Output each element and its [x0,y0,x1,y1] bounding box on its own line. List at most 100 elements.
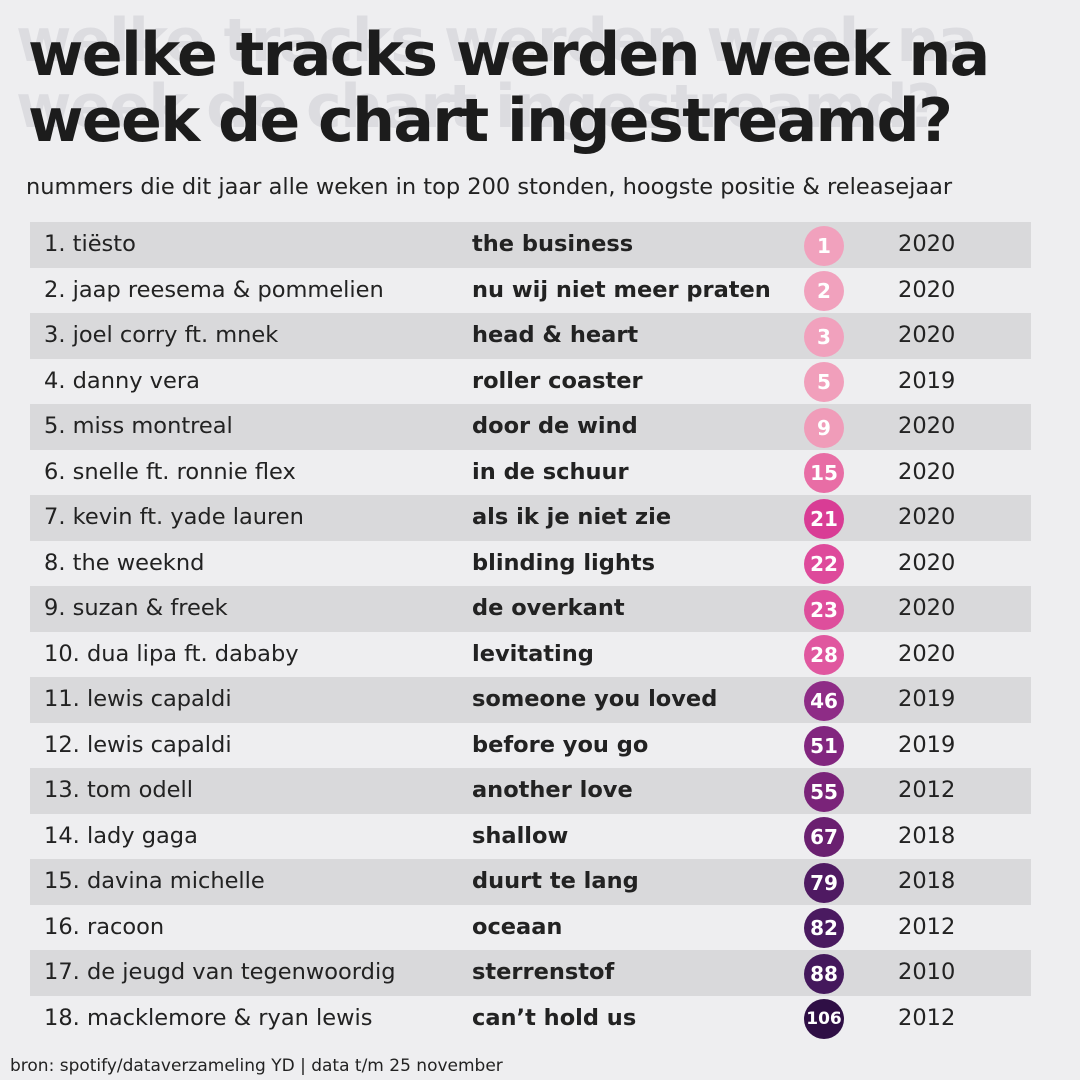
table-row: 7. kevin ft. yade lauren als ik je niet z… [30,495,1031,541]
peak-position-badge: 21 [804,498,844,539]
table-row: 8. the weeknd blinding lights 22 2020 [30,541,1031,587]
table-row: 10. dua lipa ft. dababy levitating 28 2020 [30,632,1031,678]
release-year-cell: 2020 [898,413,956,439]
track-cell: before you go [472,731,649,758]
table-row: 5. miss montreal door de wind 9 2020 [30,404,1031,450]
table-row: 18. macklemore & ryan lewis can’t hold us… [30,996,1031,1042]
table-row: 12. lewis capaldi before you go 51 2019 [30,723,1031,769]
peak-position-badge: 67 [804,817,844,857]
peak-position-badge: 106 [804,999,844,1039]
table-row: 2. jaap reesema & pommelien nu wij niet m… [30,268,1031,314]
release-year-cell: 2020 [898,549,956,576]
rank-number: 14. [44,822,80,849]
artist-cell: 8. the weeknd [44,541,204,587]
track-cell: can’t hold us [472,1004,637,1031]
rank-number: 8. [44,549,66,576]
peak-position-badge: 22 [804,544,844,584]
release-year-cell: 2020 [898,640,956,667]
table-row: 13. tom odell another love 55 2012 [30,768,1031,814]
title-line-2: week de chart ingestreamd? week de chart… [16,74,1068,156]
artist-name: the weeknd [72,549,205,576]
rank-number: 1. [44,231,66,257]
rank-number: 15. [44,868,80,894]
peak-position-badge: 46 [804,680,844,721]
peak-position-badge: 55 [804,771,844,812]
table-row: 15. davina michelle duurt te lang 79 2018 [30,859,1031,905]
rank-number: 17. [44,959,80,985]
track-cell: oceaan [472,913,563,940]
release-year-cell: 2018 [898,822,956,849]
release-year-cell: 2010 [898,959,956,985]
track-cell: shallow [472,822,569,849]
track-cell: someone you loved [472,686,718,712]
rank-number: 18. [44,1004,80,1031]
track-cell: levitating [472,640,594,667]
rank-number: 11. [44,686,80,712]
track-cell: door de wind [472,413,638,439]
artist-cell: 6. snelle ft. ronnie flex [44,450,296,496]
artist-cell: 3. joel corry ft. mnek [44,313,278,359]
artist-name: davina michelle [86,868,265,894]
artist-name: tiësto [72,231,136,257]
artist-cell: 5. miss montreal [44,404,233,450]
rank-number: 6. [44,458,66,485]
artist-name: danny vera [72,367,200,394]
track-cell: sterrenstof [472,959,615,985]
title-line-2-shadow: week de chart ingestreamd? [16,72,941,142]
artist-cell: 11. lewis capaldi [44,677,232,723]
peak-position-badge: 79 [804,862,844,903]
release-year-cell: 2012 [898,913,956,940]
rank-number: 12. [44,731,80,758]
track-cell: head & heart [472,322,639,348]
release-year-cell: 2019 [898,731,956,758]
release-year-cell: 2020 [898,458,956,485]
rank-number: 9. [44,595,66,621]
table-row: 17. de jeugd van tegenwoordig sterrenstof… [30,950,1031,996]
artist-cell: 16. racoon [44,905,164,951]
peak-position-badge: 82 [804,908,844,948]
release-year-cell: 2020 [898,231,956,257]
track-cell: in de schuur [472,458,629,485]
peak-position-badge: 23 [804,589,844,630]
release-year-cell: 2012 [898,777,956,803]
track-cell: blinding lights [472,549,656,576]
release-year-cell: 2019 [898,367,956,394]
release-year-cell: 2012 [898,1004,956,1031]
table-row: 6. snelle ft. ronnie flex in de schuur 15 2… [30,450,1031,496]
artist-name: miss montreal [72,413,233,439]
artist-cell: 18. macklemore & ryan lewis [44,996,373,1042]
artist-name: dua lipa ft. dababy [86,640,299,667]
artist-cell: 9. suzan & freek [44,586,228,632]
artist-cell: 12. lewis capaldi [44,723,232,769]
title-line-1-shadow: welke tracks werden week na [16,6,978,76]
release-year-cell: 2018 [898,868,956,894]
rank-number: 3. [44,322,66,348]
rank-number: 5. [44,413,66,439]
title-line-2-text: week de chart ingestreamd? [28,86,953,156]
track-cell: de overkant [472,595,625,621]
release-year-cell: 2020 [898,595,956,621]
subtitle: nummers die dit jaar alle weken in top 2… [26,174,953,200]
artist-cell: 15. davina michelle [44,859,265,905]
artist-name: kevin ft. yade lauren [72,504,304,530]
artist-name: snelle ft. ronnie flex [72,458,296,485]
peak-position-badge: 88 [804,953,844,994]
artist-cell: 17. de jeugd van tegenwoordig [44,950,395,996]
track-cell: the business [472,231,634,257]
rank-number: 16. [44,913,80,940]
track-cell: als ik je niet zie [472,504,672,530]
artist-name: racoon [86,913,165,940]
track-cell: nu wij niet meer praten [472,276,771,303]
peak-position-badge: 5 [804,362,844,402]
table-row: 14. lady gaga shallow 67 2018 [30,814,1031,860]
artist-cell: 1. tiësto [44,222,136,268]
artist-name: lady gaga [86,822,198,849]
table-row: 4. danny vera roller coaster 5 2019 [30,359,1031,405]
release-year-cell: 2020 [898,504,956,530]
table-row: 3. joel corry ft. mnek head & heart 3 2020 [30,313,1031,359]
rank-number: 10. [44,640,80,667]
rank-number: 7. [44,504,66,530]
table-row: 16. racoon oceaan 82 2012 [30,905,1031,951]
source-note: bron: spotify/dataverzameling YD | data … [10,1056,503,1076]
peak-position-badge: 15 [804,453,844,493]
